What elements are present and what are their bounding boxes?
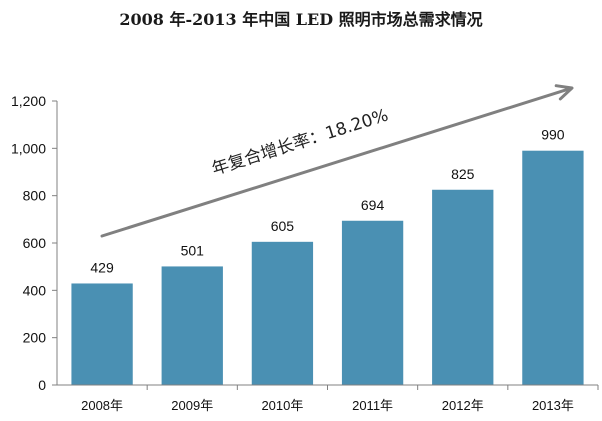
growth-arrow-line	[100, 87, 570, 238]
y-axis: 0 200 400 600 800 1,000 1,200	[11, 93, 58, 393]
y-tick-label: 1,200	[11, 93, 46, 109]
bar	[341, 220, 404, 385]
x-tick-label: 2008年	[81, 398, 123, 413]
x-tick-label: 2010年	[261, 398, 303, 413]
growth-annotation: 年复合增长率：18.20%	[100, 84, 574, 238]
x-tick-label: 2013年	[532, 398, 574, 413]
y-tick-label: 800	[23, 188, 47, 204]
y-tick-label: 200	[23, 330, 47, 346]
chart-title: 2008 年-2013 年中国 LED 照明市场总需求情况	[119, 10, 483, 29]
data-label: 990	[541, 127, 565, 143]
bar	[522, 150, 584, 385]
growth-arrow-head	[554, 84, 574, 101]
bar	[161, 266, 223, 385]
bars: 429 501 605 694 825 990	[71, 127, 584, 385]
y-tick-label: 0	[38, 377, 46, 393]
x-tick-label: 2012年	[442, 398, 484, 413]
data-label: 605	[271, 218, 295, 234]
data-label: 825	[451, 166, 475, 182]
y-tick-label: 400	[23, 282, 47, 298]
bar	[432, 189, 494, 385]
y-tick-label: 600	[23, 235, 47, 251]
x-tick-label: 2009年	[171, 398, 213, 413]
bar	[251, 241, 314, 385]
bar	[71, 283, 133, 385]
data-label: 429	[90, 259, 114, 275]
growth-rate-label: 年复合增长率：18.20%	[209, 105, 390, 179]
data-label: 694	[361, 197, 385, 213]
x-axis: 2008年 2009年 2010年 2011年 2012年 2013年	[57, 384, 599, 413]
x-tick-label: 2011年	[352, 398, 393, 413]
y-tick-label: 1,000	[11, 140, 46, 156]
data-label: 501	[181, 242, 205, 258]
